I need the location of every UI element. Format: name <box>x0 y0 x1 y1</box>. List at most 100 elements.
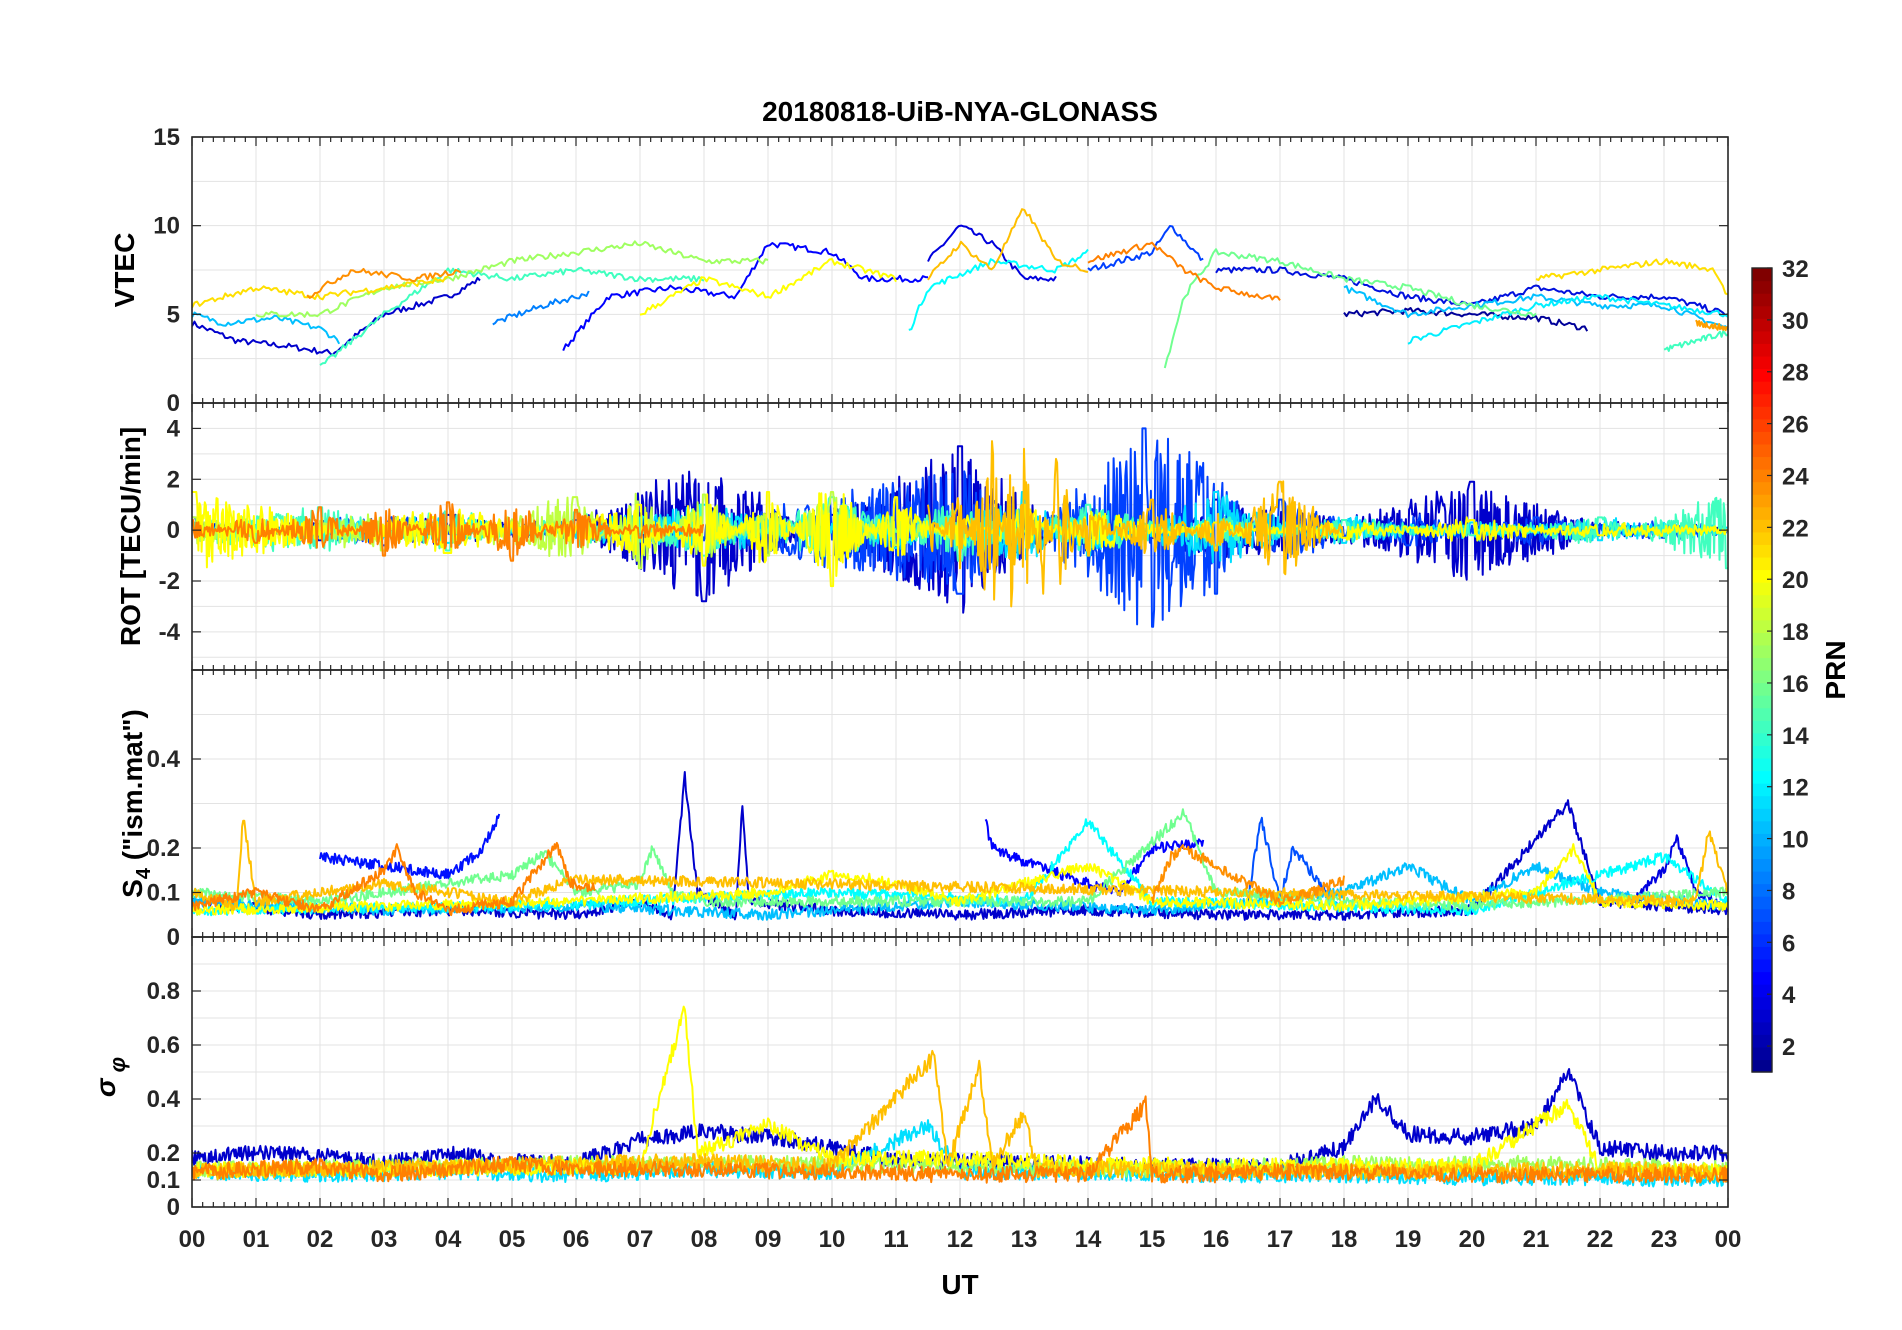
x-tick-label: 00 <box>1715 1226 1742 1253</box>
colorbar-tick-label: 26 <box>1782 412 1809 439</box>
y-axis-label: ROT [TECU/min] <box>115 427 146 646</box>
y-axis-label: VTEC <box>109 233 140 308</box>
series-prn-13 <box>1407 293 1728 345</box>
series-prn-4 <box>562 242 929 351</box>
y-tick-label: 0.2 <box>147 835 180 862</box>
colorbar-swatch <box>1752 745 1772 759</box>
colorbar-swatch <box>1752 657 1772 671</box>
series-group <box>192 1005 1728 1188</box>
colorbar-swatch <box>1752 933 1772 947</box>
colorbar-swatch <box>1752 318 1772 332</box>
y-tick-label: 0.4 <box>147 746 181 773</box>
colorbar-swatch <box>1752 469 1772 483</box>
y-tick-label: 4 <box>167 415 181 442</box>
series-prn-5 <box>319 813 501 880</box>
colorbar-swatch <box>1752 795 1772 809</box>
x-tick-label: 13 <box>1011 1226 1038 1253</box>
colorbar-swatch <box>1752 845 1772 860</box>
x-tick-label: 09 <box>755 1226 782 1253</box>
series-prn-22 <box>927 440 1344 608</box>
series-prn-13 <box>908 248 1089 331</box>
y-tick-label: 0 <box>167 1194 180 1221</box>
colorbar-swatch <box>1752 770 1772 784</box>
series-prn-24 <box>1151 844 1345 907</box>
x-tick-label: 08 <box>691 1226 718 1253</box>
y-tick-label: 0.6 <box>147 1032 180 1059</box>
colorbar-tick-label: 18 <box>1782 619 1809 646</box>
colorbar-swatch <box>1752 896 1772 910</box>
colorbar-swatch <box>1752 1009 1772 1023</box>
series-prn-2 <box>192 276 481 357</box>
colorbar-swatch <box>1752 757 1772 772</box>
y-axis-label: S4 ("ism.mat") <box>117 709 155 898</box>
colorbar-swatch <box>1752 569 1772 583</box>
y-tick-label: 0 <box>167 924 180 951</box>
series-prn-2 <box>192 445 1728 614</box>
y-tick-label: 0 <box>167 517 180 544</box>
colorbar-swatch <box>1752 506 1772 520</box>
y-axis-label: σ φ <box>90 1057 130 1097</box>
colorbar-tick-label: 24 <box>1782 463 1809 490</box>
colorbar-tick-label: 12 <box>1782 775 1809 802</box>
colorbar-swatch <box>1752 431 1772 445</box>
series-prn-9 <box>492 290 590 326</box>
panel-1: 0 5 10 15 VTEC <box>109 124 1729 417</box>
colorbar-tick-label: 20 <box>1782 567 1809 594</box>
colorbar-swatch <box>1752 330 1772 344</box>
colorbar-swatch <box>1752 343 1772 357</box>
series-prn-18 <box>192 491 960 570</box>
colorbar-swatch <box>1752 921 1772 935</box>
x-tick-label: 17 <box>1267 1226 1294 1253</box>
colorbar-swatch <box>1752 883 1772 897</box>
colorbar-tick-label: 10 <box>1782 827 1809 854</box>
colorbar-tick-label: 2 <box>1782 1034 1795 1061</box>
x-tick-label: 22 <box>1587 1226 1614 1253</box>
y-tick-label: 0 <box>167 390 180 417</box>
colorbar-swatch <box>1752 695 1772 709</box>
colorbar-tick-label: 30 <box>1782 308 1809 335</box>
colorbar-swatch <box>1752 670 1772 684</box>
colorbar-swatch <box>1752 632 1772 646</box>
y-tick-label: 0.1 <box>147 880 180 907</box>
colorbar-swatch <box>1752 293 1772 307</box>
y-tick-label: 2 <box>167 466 180 493</box>
x-tick-label: 20 <box>1459 1226 1486 1253</box>
colorbar-swatch <box>1752 958 1772 973</box>
colorbar-swatch <box>1752 858 1772 872</box>
x-tick-label: 06 <box>563 1226 590 1253</box>
series-prn-17 <box>255 240 769 318</box>
colorbar-swatch <box>1752 783 1772 797</box>
series-prn-24 <box>192 841 596 917</box>
x-tick-label: 14 <box>1075 1226 1102 1253</box>
colorbar-swatch <box>1752 644 1772 659</box>
y-tick-label: 0.4 <box>147 1086 181 1113</box>
colorbar-swatch <box>1752 594 1772 608</box>
colorbar-swatch <box>1752 582 1772 596</box>
colorbar-tick-label: 16 <box>1782 671 1809 698</box>
x-tick-label: 05 <box>499 1226 526 1253</box>
colorbar-swatch <box>1752 1034 1772 1048</box>
colorbar-swatch <box>1752 280 1772 294</box>
colorbar-swatch <box>1752 732 1772 746</box>
chart-title: 20180818-UiB-NYA-GLONASS <box>762 96 1158 127</box>
x-tick-label: 12 <box>947 1226 974 1253</box>
colorbar-swatch <box>1752 381 1772 395</box>
x-axis: 00 01 02 03 04 05 06 07 08 09 10 11 12 13 14 15 16 17 18 19… <box>179 1226 1742 1253</box>
colorbar-tick-label: 22 <box>1782 515 1809 542</box>
colorbar-swatch <box>1752 481 1772 495</box>
x-tick-label: 04 <box>435 1226 462 1253</box>
y-tick-label: 10 <box>153 213 180 240</box>
colorbar-swatch <box>1752 368 1772 382</box>
series-prn-3 <box>927 224 1057 282</box>
colorbar-tick-label: 6 <box>1782 930 1795 957</box>
colorbar-tick-label: 8 <box>1782 878 1795 905</box>
y-tick-label: 0.8 <box>147 978 180 1005</box>
colorbar-swatch <box>1752 456 1772 470</box>
colorbar-swatch <box>1752 494 1772 508</box>
series-prn-24 <box>192 1095 1728 1184</box>
series-prn-11 <box>192 311 341 345</box>
panel-4: 00.10.2 0.4 0.6 0.8 σ φ <box>90 936 1729 1221</box>
x-tick-label: 00 <box>179 1226 206 1253</box>
